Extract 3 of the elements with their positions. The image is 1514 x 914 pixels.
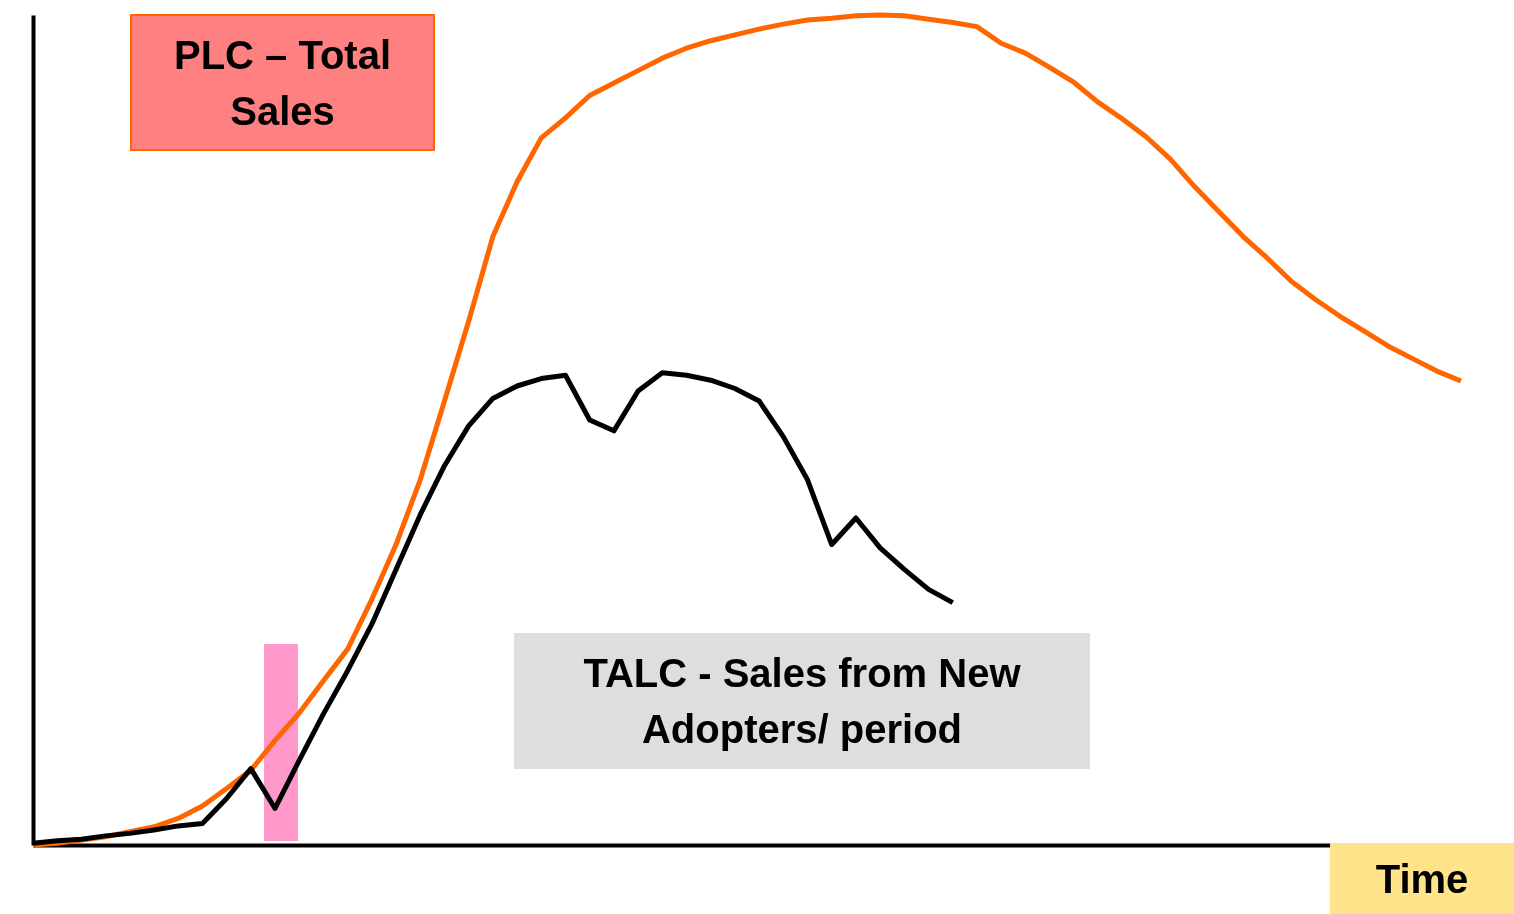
x-axis-title: Time	[1330, 843, 1514, 914]
label-box: PLC – Total Sales	[130, 14, 435, 151]
label-box: TALC - Sales from New Adopters/ period	[514, 633, 1090, 769]
